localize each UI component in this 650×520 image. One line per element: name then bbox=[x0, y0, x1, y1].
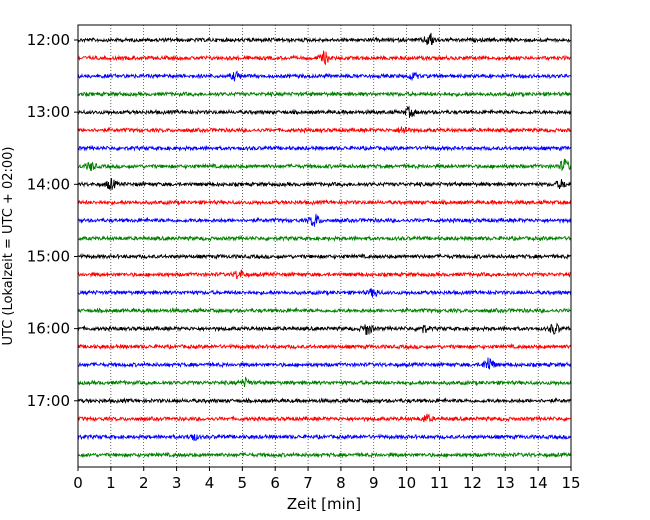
trace-1245 bbox=[77, 90, 572, 98]
trace-1715 bbox=[77, 413, 571, 423]
trace-1445 bbox=[77, 234, 572, 243]
trace-1615 bbox=[77, 343, 572, 351]
y-tick-label: 15:00 bbox=[27, 247, 70, 265]
x-tick-label: 7 bbox=[303, 474, 313, 492]
x-tick-label: 5 bbox=[238, 474, 248, 492]
trace-1630 bbox=[77, 357, 572, 370]
trace-1230 bbox=[78, 70, 572, 82]
y-tick-label: 16:00 bbox=[27, 320, 70, 338]
trace-1515 bbox=[77, 269, 572, 280]
x-tick-label: 0 bbox=[73, 474, 83, 492]
trace-1200 bbox=[77, 32, 572, 45]
x-tick-label: 15 bbox=[561, 474, 580, 492]
x-tick-label: 2 bbox=[139, 474, 149, 492]
x-tick-label: 13 bbox=[496, 474, 515, 492]
trace-1530 bbox=[77, 288, 572, 298]
plot-frame bbox=[77, 24, 572, 468]
y-tick-label: 17:00 bbox=[27, 392, 70, 410]
trace-1545 bbox=[77, 306, 572, 315]
x-tick-label: 8 bbox=[336, 474, 346, 492]
trace-1330 bbox=[77, 144, 572, 152]
x-tick-label: 12 bbox=[463, 474, 482, 492]
trace-1730 bbox=[77, 433, 572, 442]
x-axis-label: Zeit [min] bbox=[287, 495, 361, 513]
x-tick-label: 6 bbox=[270, 474, 280, 492]
trace-1215 bbox=[77, 49, 572, 66]
x-tick-label: 14 bbox=[529, 474, 548, 492]
trace-1345 bbox=[77, 158, 572, 172]
x-tick-label: 3 bbox=[172, 474, 182, 492]
y-axis: 12:00 13:00 14:00 15:00 16:00 17:00 bbox=[27, 31, 78, 410]
trace-1415 bbox=[77, 198, 572, 206]
y-tick-label: 14:00 bbox=[27, 175, 70, 193]
trace-1315 bbox=[77, 126, 572, 134]
x-tick-label: 4 bbox=[205, 474, 215, 492]
y-axis-label: UTC (Lokalzeit = UTC + 02:00) bbox=[1, 147, 16, 346]
trace-1400 bbox=[77, 178, 572, 190]
trace-1500 bbox=[77, 252, 572, 261]
traces bbox=[77, 32, 572, 459]
trace-1600 bbox=[77, 322, 572, 336]
y-tick-label: 12:00 bbox=[27, 31, 70, 49]
x-tick-label: 1 bbox=[106, 474, 116, 492]
x-axis: 0 1 2 3 4 5 6 7 8 9 10 11 12 13 14 15 bbox=[73, 467, 581, 492]
trace-1745 bbox=[77, 451, 572, 459]
trace-1300 bbox=[77, 105, 572, 118]
x-tick-label: 11 bbox=[430, 474, 449, 492]
trace-1700 bbox=[77, 397, 572, 405]
trace-1430 bbox=[77, 213, 572, 227]
trace-1645 bbox=[77, 376, 572, 388]
y-tick-label: 13:00 bbox=[27, 103, 70, 121]
x-tick-label: 9 bbox=[369, 474, 379, 492]
x-tick-label: 10 bbox=[397, 474, 416, 492]
